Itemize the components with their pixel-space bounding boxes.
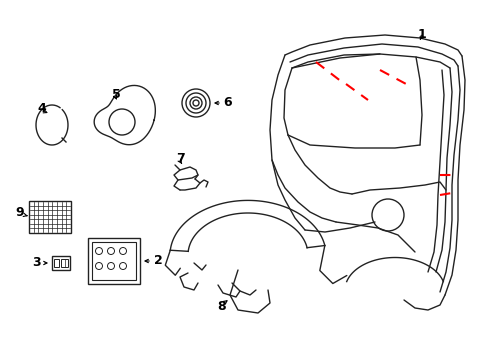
Text: 8: 8 <box>218 300 226 312</box>
Text: 6: 6 <box>224 96 232 109</box>
Text: 7: 7 <box>175 152 184 165</box>
Bar <box>88 238 140 284</box>
Text: 1: 1 <box>417 27 426 40</box>
Text: 3: 3 <box>32 256 40 269</box>
Text: 5: 5 <box>112 89 121 102</box>
Bar <box>52 256 70 270</box>
Bar <box>54 259 59 267</box>
Bar <box>29 201 71 233</box>
Text: 2: 2 <box>154 255 162 267</box>
Bar <box>61 259 68 267</box>
Bar <box>92 242 136 280</box>
Text: 9: 9 <box>16 207 24 220</box>
Text: 4: 4 <box>38 102 47 114</box>
